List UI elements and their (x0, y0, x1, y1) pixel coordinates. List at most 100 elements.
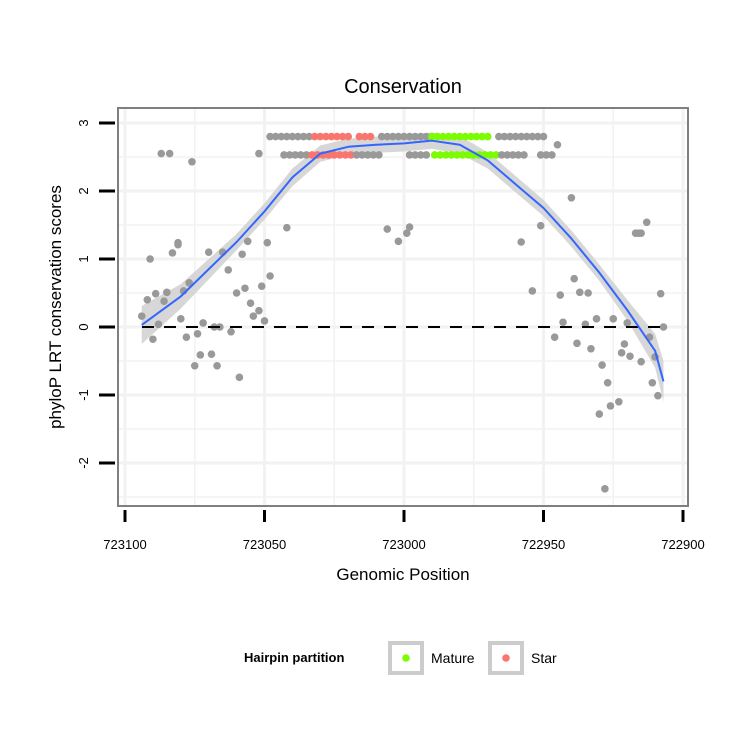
data-point (623, 319, 631, 327)
data-point-other (285, 151, 294, 159)
data-point (559, 318, 567, 327)
smooth-line (141, 139, 665, 382)
data-point (553, 140, 562, 149)
x-tick-label: 723100 (103, 537, 146, 552)
data-point (595, 410, 604, 418)
data-point-other (302, 151, 311, 159)
data-point (255, 149, 263, 158)
data-point (617, 349, 626, 357)
data-point (146, 255, 154, 263)
data-point-other (389, 132, 397, 141)
data-point-other (296, 151, 305, 159)
data-point (266, 272, 274, 280)
data-point-other (405, 151, 414, 159)
data-point (656, 289, 665, 298)
data-point (637, 229, 645, 237)
data-point-mature (450, 132, 459, 141)
data-point (648, 378, 657, 387)
data-point-mature (492, 151, 500, 159)
data-point-other (534, 132, 542, 141)
data-point (243, 237, 252, 246)
data-point-other (411, 151, 419, 159)
data-point (177, 315, 185, 323)
data-point-star (308, 151, 316, 159)
legend-swatch (402, 654, 410, 662)
data-point-mature (433, 132, 442, 141)
data-point-other (422, 132, 431, 141)
data-point-other (277, 132, 286, 141)
data-point (654, 391, 662, 400)
data-point (196, 351, 205, 359)
data-point-star (316, 132, 325, 141)
data-point-other (305, 132, 313, 141)
data-point (174, 238, 182, 247)
data-point (246, 299, 255, 308)
data-point-other (271, 132, 280, 141)
data-point (227, 327, 235, 336)
data-point-other (288, 132, 297, 141)
x-tick-label: 722900 (661, 537, 704, 552)
data-point-mature (467, 132, 475, 141)
data-point-mature (428, 132, 436, 141)
data-point-other (506, 132, 514, 141)
legend-item-mature: Mature (388, 641, 475, 675)
data-point (149, 335, 157, 344)
plot-border (117, 107, 689, 507)
data-point-mature (458, 151, 467, 159)
data-point-star (324, 151, 333, 159)
data-point (163, 288, 171, 297)
data-point-star (322, 132, 330, 141)
legend-label: Star (531, 650, 557, 666)
data-point (188, 157, 196, 166)
data-point (405, 223, 414, 231)
data-point (260, 317, 269, 325)
data-point (263, 238, 272, 247)
data-point-star (330, 151, 339, 159)
data-point-other (405, 132, 414, 141)
data-point-other (422, 151, 431, 159)
x-tick-label: 722950 (522, 537, 565, 552)
data-point-mature (430, 151, 439, 159)
data-point (199, 319, 207, 327)
data-point (584, 289, 592, 297)
data-point-other (517, 132, 525, 141)
data-point-other (497, 151, 506, 159)
y-tick-label: -2 (76, 457, 91, 469)
y-tick-label: 0 (76, 323, 91, 330)
data-point-mature (453, 151, 461, 159)
data-point (249, 312, 258, 320)
data-point-other (291, 151, 299, 159)
data-point-mature (442, 151, 450, 159)
data-point-other (266, 132, 274, 141)
data-point (232, 289, 241, 297)
data-point-other (514, 151, 523, 159)
data-point (193, 330, 202, 338)
data-point (283, 223, 291, 232)
x-tick-label: 723050 (243, 537, 286, 552)
data-point (241, 284, 249, 293)
data-point (154, 320, 163, 329)
data-point-star (344, 132, 353, 141)
data-point (394, 237, 403, 246)
data-point (168, 249, 177, 257)
data-point (573, 339, 581, 348)
data-point-other (394, 132, 403, 141)
data-point (550, 333, 559, 342)
data-point-other (511, 132, 520, 141)
data-point (190, 361, 199, 370)
data-point (637, 357, 645, 366)
data-point (598, 361, 606, 369)
data-point-star (310, 132, 319, 141)
data-point-mature (483, 132, 492, 141)
data-point (383, 225, 392, 233)
data-point-other (411, 132, 419, 141)
data-point-other (369, 151, 378, 159)
data-point (570, 274, 578, 283)
data-point (255, 306, 263, 315)
points-layer (137, 132, 668, 493)
data-point-other (542, 151, 551, 159)
data-point-star (347, 151, 355, 159)
data-point (592, 315, 601, 323)
data-point (603, 378, 612, 387)
